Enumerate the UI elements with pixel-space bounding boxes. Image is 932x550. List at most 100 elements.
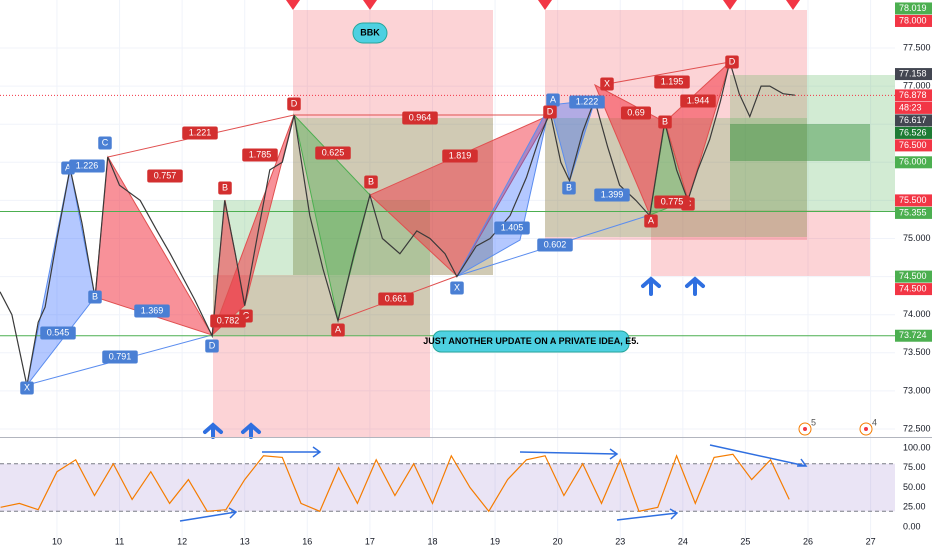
price-label-box — [895, 139, 932, 152]
pattern-label: 1.195 — [661, 76, 684, 86]
pattern-label: 0.602 — [544, 239, 567, 249]
pattern-label-box — [69, 159, 105, 173]
pattern-label: 0.625 — [322, 147, 345, 157]
price-label: 75.500 — [899, 195, 927, 205]
pattern-label-box — [315, 146, 351, 160]
trend-arrows — [179, 444, 808, 522]
buy-zone — [730, 124, 870, 161]
pattern-label: C — [243, 310, 250, 320]
price-label: 74.500 — [899, 283, 927, 293]
pattern-label-box — [242, 148, 278, 162]
pattern-label: X — [24, 382, 30, 392]
price-label-box — [895, 283, 932, 296]
pattern-label: D — [209, 340, 216, 350]
pattern-label: B — [566, 182, 572, 192]
pattern-label: 0.545 — [47, 327, 70, 337]
osc-tick-label: 100.00 — [903, 442, 931, 452]
trend-arrow — [519, 448, 619, 460]
pattern-label: X — [604, 78, 610, 88]
pattern-label: 1.785 — [249, 149, 272, 159]
price-label-box — [895, 329, 932, 342]
x-tick-label: 19 — [490, 536, 500, 546]
down-arrow — [786, 0, 800, 10]
pattern-label-box — [205, 339, 219, 353]
pattern-label: A — [648, 215, 654, 225]
event-badge-count: 5 — [811, 417, 816, 427]
pattern-label: 1.944 — [687, 95, 710, 105]
note-text: JUST ANOTHER UPDATE ON A PRIVATE IDEA, E… — [423, 336, 639, 346]
pattern-label-box — [494, 221, 530, 235]
x-tick-label: 23 — [615, 536, 625, 546]
pattern-label-box — [182, 126, 218, 140]
price-label: 76.000 — [899, 157, 927, 167]
x-tick-label: 13 — [240, 536, 250, 546]
pattern-label-box — [364, 175, 378, 189]
pattern-label-box — [40, 326, 76, 340]
note-bubble — [352, 22, 388, 44]
x-tick-label: 20 — [553, 536, 563, 546]
pattern-label-box — [450, 281, 464, 295]
x-tick-label: 12 — [177, 536, 187, 546]
pattern-label-box — [654, 75, 690, 89]
pattern-label: D — [547, 106, 554, 116]
y-tick-label: 74.000 — [903, 309, 931, 319]
pattern-label-box — [654, 195, 690, 209]
x-tick-label: 17 — [365, 536, 375, 546]
osc-tick-label: 50.00 — [903, 482, 926, 492]
pattern-label-box — [331, 323, 345, 337]
pattern-label: 0.791 — [109, 351, 132, 361]
price-label: 76.526 — [899, 127, 927, 137]
price-label-box — [895, 89, 932, 102]
up-arrow — [203, 422, 223, 439]
pattern-label: D — [729, 56, 736, 66]
pattern-label-box — [287, 97, 301, 111]
pattern-label-box — [402, 111, 438, 125]
pattern-label: 0.69 — [627, 107, 645, 117]
price-label-box — [895, 194, 932, 207]
pattern-label: B — [662, 116, 668, 126]
y-tick-label: 73.000 — [903, 385, 931, 395]
pattern-label-box — [600, 77, 614, 91]
signal-arrows — [286, 0, 800, 10]
pattern-label: 1.819 — [449, 150, 472, 160]
trend-arrow — [616, 508, 679, 521]
pattern-label-box — [644, 214, 658, 228]
pattern-label-box — [378, 292, 414, 306]
pattern-label-box — [147, 169, 183, 183]
pattern-labels: XABCDXABBCDABDXABCD1.2260.5451.3690.7911… — [20, 55, 739, 395]
pattern-label: B — [368, 176, 374, 186]
pattern-label: 0.964 — [409, 112, 432, 122]
pattern-label: 0.757 — [154, 170, 177, 180]
pattern-label-box — [543, 105, 557, 119]
pattern-label: 1.221 — [189, 127, 212, 137]
trend-arrow — [709, 444, 808, 467]
osc-tick-label: 0.00 — [903, 522, 921, 532]
pattern-label-box — [442, 149, 478, 163]
event-badge-dot — [864, 427, 868, 431]
osc-tick-label: 25.00 — [903, 502, 926, 512]
note-bubble — [432, 330, 630, 353]
price-label: 77.158 — [899, 68, 927, 78]
signal-arrows — [203, 276, 705, 439]
pattern-label: 1.399 — [601, 189, 624, 199]
trend-arrow — [262, 446, 322, 458]
pattern-label: 1.222 — [576, 96, 599, 106]
down-arrow — [723, 0, 737, 10]
price-label: 48:23 — [899, 102, 922, 112]
price-label-box — [895, 270, 932, 283]
price-label: 76.878 — [899, 90, 927, 100]
x-tick-label: 27 — [866, 536, 876, 546]
pattern-label: C — [102, 137, 109, 147]
pattern-label: B — [222, 182, 228, 192]
pattern-label: 1.405 — [501, 222, 524, 232]
buy-zone — [730, 75, 895, 212]
price-label: 74.500 — [899, 271, 927, 281]
pattern-label: A — [335, 324, 341, 334]
pattern-label-box — [102, 350, 138, 364]
down-arrow — [286, 0, 300, 10]
pattern-label-box — [88, 290, 102, 304]
price-axis: 72.500 73.000 73.500 74.000 74.500 75.000 75.5… — [52, 2, 932, 546]
pattern-label-box — [20, 381, 34, 395]
osc-tick-label: 75.00 — [903, 462, 926, 472]
x-tick-label: 26 — [803, 536, 813, 546]
